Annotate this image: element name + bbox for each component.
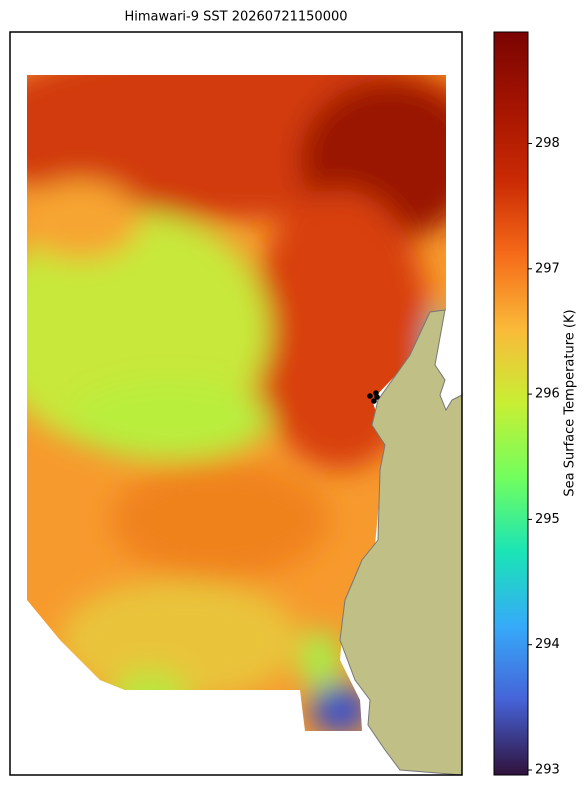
- colorbar-label: Sea Surface Temperature (K): [563, 309, 578, 496]
- colorbar: [493, 31, 529, 776]
- colorbar-tick-label: 298: [535, 136, 560, 151]
- colorbar-tick-label: 297: [535, 261, 560, 276]
- colorbar-tick-label: 293: [535, 762, 560, 777]
- colorbar-tick-label: 295: [535, 512, 560, 527]
- chart-title: Himawari-9 SST 20260721150000: [124, 10, 347, 25]
- colorbar-tick-label: 294: [535, 637, 560, 652]
- colorbar-tick-label: 296: [535, 387, 560, 402]
- map-frame: [9, 31, 463, 776]
- station-markers: [367, 390, 380, 404]
- land: [339, 309, 463, 776]
